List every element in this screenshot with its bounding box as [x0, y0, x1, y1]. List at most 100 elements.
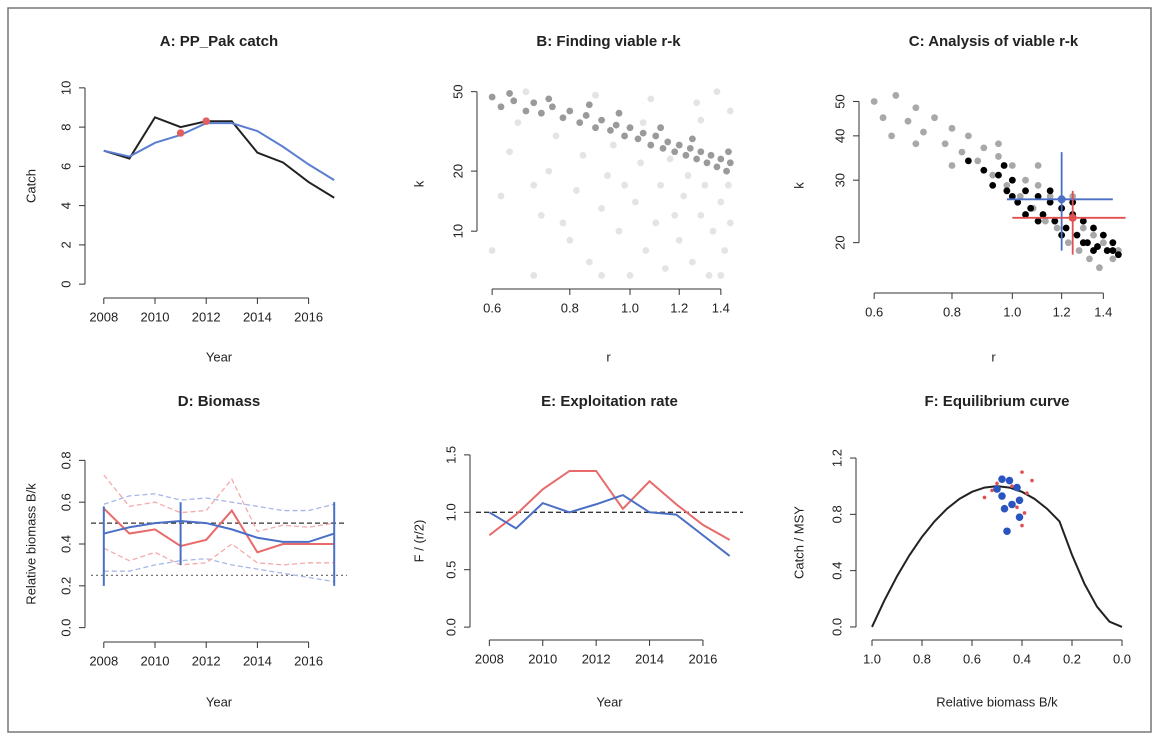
point [1027, 204, 1035, 212]
point [537, 211, 545, 219]
point [1003, 527, 1011, 536]
point [1062, 224, 1070, 232]
point [585, 101, 593, 109]
y-axis-label: Catch / MSY [791, 506, 806, 579]
point [634, 135, 642, 143]
point [964, 132, 972, 140]
x-tick-label: 2014 [243, 653, 272, 668]
x-tick-label: 2014 [243, 309, 272, 324]
point [1034, 193, 1042, 200]
y-tick-label: 0.4 [58, 535, 73, 553]
y-axis-label: F / (r/2) [411, 520, 426, 563]
x-tick-label: 0.4 [1013, 651, 1031, 666]
point [686, 144, 694, 152]
y-tick-label: 0 [58, 281, 73, 288]
x-axis-label: Year [206, 349, 233, 364]
point [514, 119, 522, 126]
point [1090, 247, 1097, 254]
point [530, 181, 538, 189]
point [647, 95, 655, 103]
point [693, 99, 701, 107]
point [1022, 511, 1027, 515]
point [1109, 247, 1117, 254]
point [948, 162, 956, 169]
y-tick-label: 0.0 [829, 618, 844, 636]
point [717, 198, 725, 206]
x-tick-label: 1.0 [863, 651, 881, 666]
x-tick-label: 0.8 [943, 304, 961, 319]
point [721, 247, 729, 254]
point [1079, 239, 1087, 247]
point [995, 153, 1002, 160]
point [545, 167, 553, 175]
point [615, 109, 623, 117]
x-tick-label: 0.6 [963, 651, 981, 666]
point [688, 258, 696, 266]
point [680, 192, 688, 200]
point [666, 155, 674, 163]
x-axis-label: r [606, 349, 611, 364]
x-tick-label: 2008 [475, 651, 504, 666]
point [506, 90, 513, 97]
point [1064, 239, 1072, 247]
point [1000, 162, 1008, 169]
point [661, 265, 669, 272]
point [1109, 239, 1117, 247]
point [657, 181, 665, 189]
point [989, 182, 997, 189]
point [703, 159, 711, 167]
point [995, 171, 1002, 179]
point [726, 107, 734, 115]
point [615, 227, 623, 235]
panel-title: D: Biomass [178, 393, 261, 410]
point [912, 140, 920, 148]
point [974, 157, 982, 165]
point [1090, 224, 1097, 232]
point [506, 148, 513, 156]
point [707, 151, 715, 159]
y-tick-label: 0.5 [443, 561, 458, 579]
x-tick-label: 2008 [89, 653, 118, 668]
point [1000, 504, 1009, 513]
point [701, 181, 709, 189]
point [522, 107, 530, 115]
x-axis-label: Year [206, 694, 233, 709]
point [621, 132, 628, 140]
point [548, 103, 556, 111]
point [980, 144, 988, 152]
point [559, 114, 567, 122]
point [642, 247, 650, 254]
point [998, 475, 1006, 483]
point [726, 159, 734, 167]
line [103, 557, 335, 583]
point [573, 187, 580, 194]
line [103, 493, 335, 512]
point [1046, 193, 1054, 200]
point [1073, 231, 1081, 239]
point [1015, 505, 1019, 510]
y-tick-label: 50 [832, 94, 847, 108]
point [1039, 211, 1047, 218]
point [990, 488, 994, 493]
point [995, 140, 1002, 148]
point [697, 211, 705, 219]
point [559, 219, 567, 227]
x-tick-label: 2010 [141, 309, 170, 324]
point [1099, 239, 1107, 247]
point [510, 97, 518, 105]
x-tick-label: 1.0 [1003, 304, 1021, 319]
x-axis-label: Relative biomass B/k [936, 694, 1058, 709]
x-axis-label: r [991, 349, 996, 364]
point [888, 132, 896, 140]
x-tick-label: 2016 [688, 651, 717, 666]
estimate-point [1068, 213, 1077, 222]
point [566, 107, 574, 115]
point [1013, 483, 1021, 492]
point [1046, 187, 1054, 195]
point [657, 124, 665, 132]
point [723, 167, 730, 175]
point [1015, 496, 1024, 505]
point [545, 95, 553, 103]
point [964, 157, 972, 165]
